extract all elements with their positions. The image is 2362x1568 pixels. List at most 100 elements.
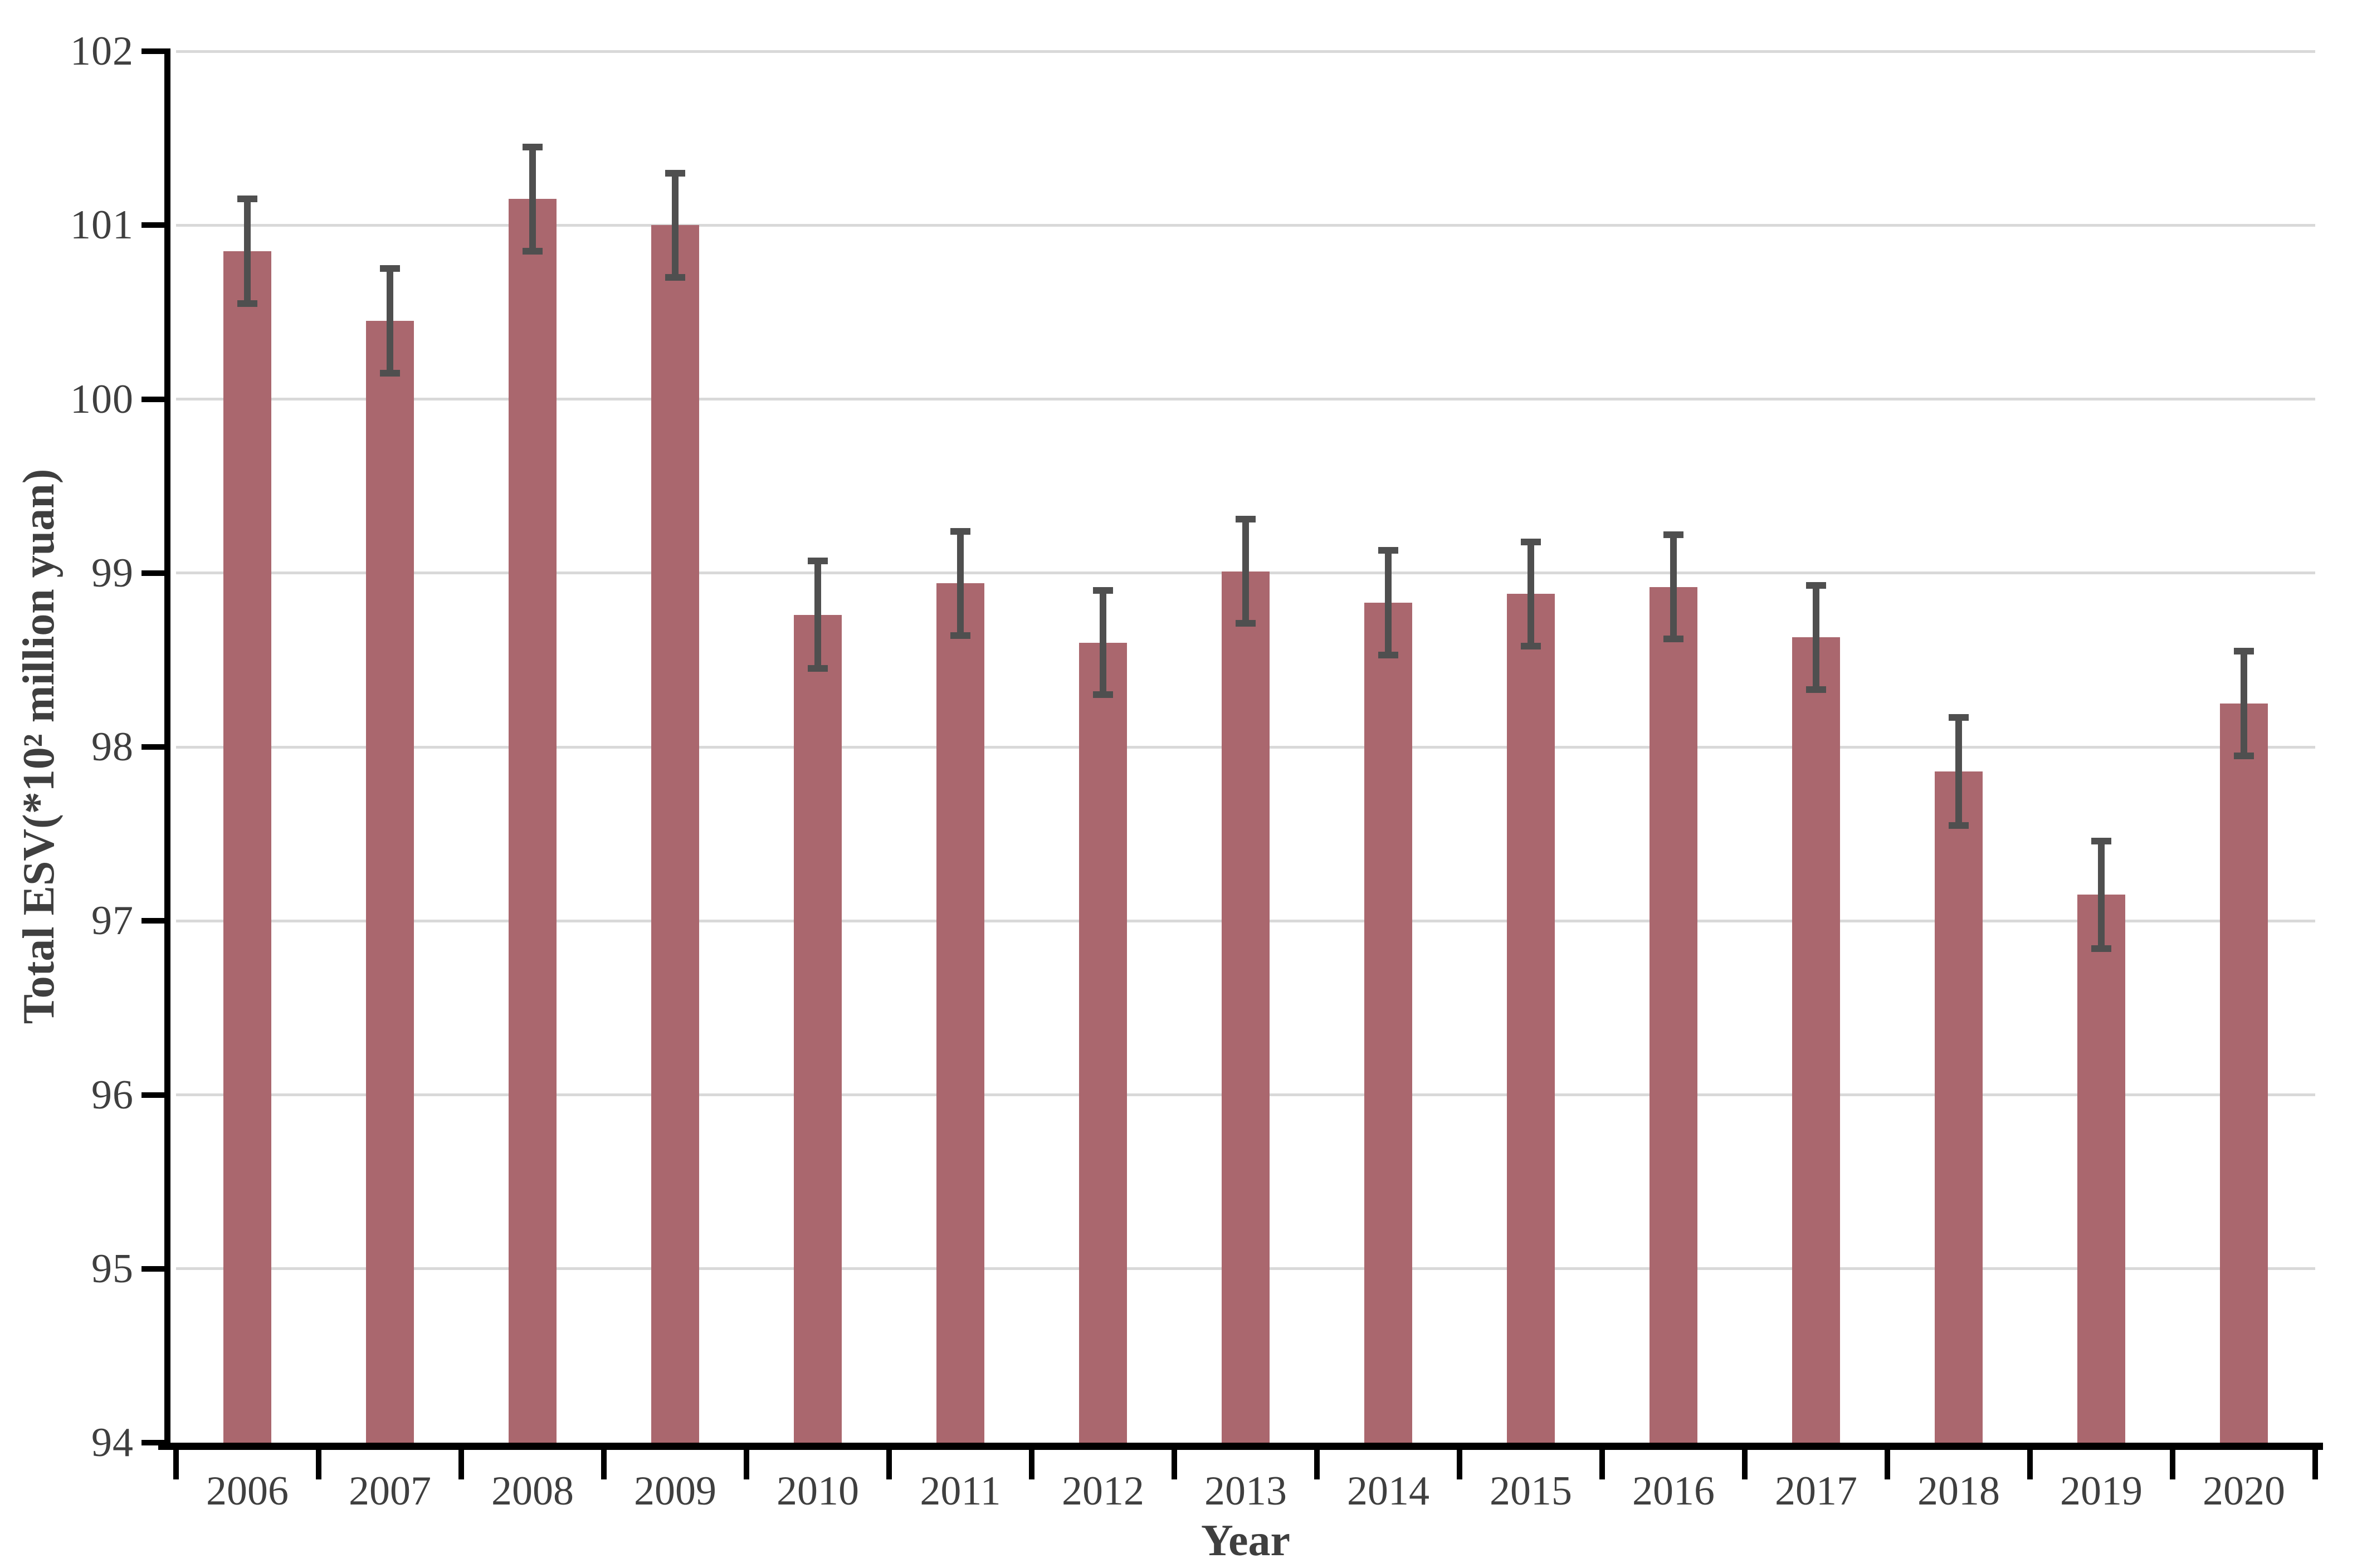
error-bar-cap-bottom (2091, 945, 2111, 952)
error-bar-cap-bottom (523, 248, 543, 255)
error-bar-cap-top (1806, 582, 1826, 589)
error-bar-cap-top (1521, 538, 1541, 545)
error-bar-whisker (672, 173, 679, 277)
error-bar-cap-top (2234, 648, 2254, 655)
x-tick (2312, 1449, 2318, 1479)
error-bar-cap-bottom (665, 273, 685, 281)
bar (223, 251, 271, 1443)
x-tick-label: 2014 (1347, 1468, 1429, 1514)
bar (936, 583, 984, 1443)
y-tick (141, 1440, 170, 1445)
y-tick-label: 94 (91, 1420, 134, 1466)
error-bar-cap-top (2091, 837, 2111, 844)
error-bar-cap-top (1378, 547, 1398, 554)
error-bar-whisker (244, 199, 251, 304)
error-bar-cap-bottom (1093, 691, 1113, 698)
x-axis-title: Year (1201, 1516, 1290, 1565)
error-bar-whisker (1813, 585, 1819, 690)
x-tick (173, 1449, 179, 1479)
x-tick (2027, 1449, 2033, 1479)
error-bar-cap-bottom (1663, 636, 1683, 643)
x-tick (458, 1449, 464, 1479)
y-tick-label: 95 (91, 1245, 134, 1292)
bar (1650, 587, 1697, 1443)
error-bar-whisker (387, 268, 393, 373)
y-tick-label: 101 (70, 202, 134, 248)
y-tick (141, 744, 170, 750)
error-bar-cap-top (808, 557, 828, 564)
x-tick-label: 2012 (1062, 1468, 1144, 1514)
error-bar-whisker (1100, 590, 1106, 695)
y-tick-label: 102 (70, 28, 134, 74)
error-bar-whisker (1955, 717, 1962, 825)
x-tick-label: 2006 (206, 1468, 289, 1514)
x-tick-label: 2009 (634, 1468, 716, 1514)
error-bar-cap-bottom (808, 665, 828, 672)
error-bar-cap-top (1236, 515, 1256, 522)
error-bar-whisker (2098, 841, 2105, 949)
x-tick (601, 1449, 607, 1479)
y-tick-label: 100 (70, 376, 134, 422)
error-bar-cap-bottom (2234, 752, 2254, 759)
y-tick (141, 918, 170, 924)
x-tick (1742, 1449, 1748, 1479)
y-tick-label: 97 (91, 898, 134, 944)
error-bar-cap-bottom (380, 369, 400, 377)
x-tick-label: 2019 (2060, 1468, 2143, 1514)
bar (794, 614, 842, 1443)
error-bar-whisker (1670, 535, 1677, 639)
error-bar-cap-top (523, 143, 543, 150)
error-bar-cap-bottom (1378, 651, 1398, 658)
y-tick (141, 396, 170, 402)
x-tick-label: 2011 (920, 1468, 1001, 1514)
error-bar-whisker (814, 560, 821, 669)
error-bar-cap-top (1093, 587, 1113, 594)
x-axis-line (158, 1443, 2323, 1450)
y-tick (141, 1092, 170, 1098)
x-tick (1314, 1449, 1320, 1479)
error-bar-cap-top (1949, 714, 1969, 721)
x-tick-label: 2016 (1632, 1468, 1715, 1514)
x-tick (316, 1449, 321, 1479)
error-bar-cap-top (950, 527, 970, 535)
x-tick (1457, 1449, 1462, 1479)
bar (2077, 895, 2125, 1443)
error-bar-cap-bottom (1949, 822, 1969, 829)
bar (509, 199, 557, 1443)
x-tick (1029, 1449, 1034, 1479)
x-tick (886, 1449, 892, 1479)
x-tick-label: 2015 (1490, 1468, 1572, 1514)
x-tick-label: 2010 (777, 1468, 859, 1514)
x-tick-label: 2018 (1917, 1468, 2000, 1514)
error-bar-cap-bottom (1806, 686, 1826, 693)
y-tick (141, 570, 170, 576)
bar (366, 320, 414, 1443)
bar (2220, 703, 2268, 1443)
error-bar-whisker (529, 146, 536, 252)
error-bar-cap-top (1663, 531, 1683, 539)
bar (1507, 594, 1555, 1443)
gridline (176, 398, 2315, 400)
x-tick-label: 2008 (491, 1468, 574, 1514)
error-bar-whisker (1385, 550, 1392, 655)
y-tick-label: 99 (91, 550, 134, 596)
x-tick (1885, 1449, 1890, 1479)
x-tick (2170, 1449, 2175, 1479)
bar (1935, 771, 1983, 1443)
bar (1792, 637, 1840, 1443)
y-tick (141, 1266, 170, 1272)
error-bar-cap-top (380, 265, 400, 272)
bar (1364, 602, 1412, 1443)
bar (1222, 571, 1270, 1443)
error-bar-whisker (1528, 541, 1534, 646)
x-tick (744, 1449, 749, 1479)
error-bar-cap-top (665, 169, 685, 177)
error-bar-cap-top (237, 196, 257, 203)
bar (651, 225, 699, 1443)
y-axis-line (164, 51, 170, 1450)
x-tick-label: 2013 (1204, 1468, 1287, 1514)
error-bar-cap-bottom (1236, 620, 1256, 627)
gridline (176, 50, 2315, 53)
error-bar-cap-bottom (950, 632, 970, 639)
